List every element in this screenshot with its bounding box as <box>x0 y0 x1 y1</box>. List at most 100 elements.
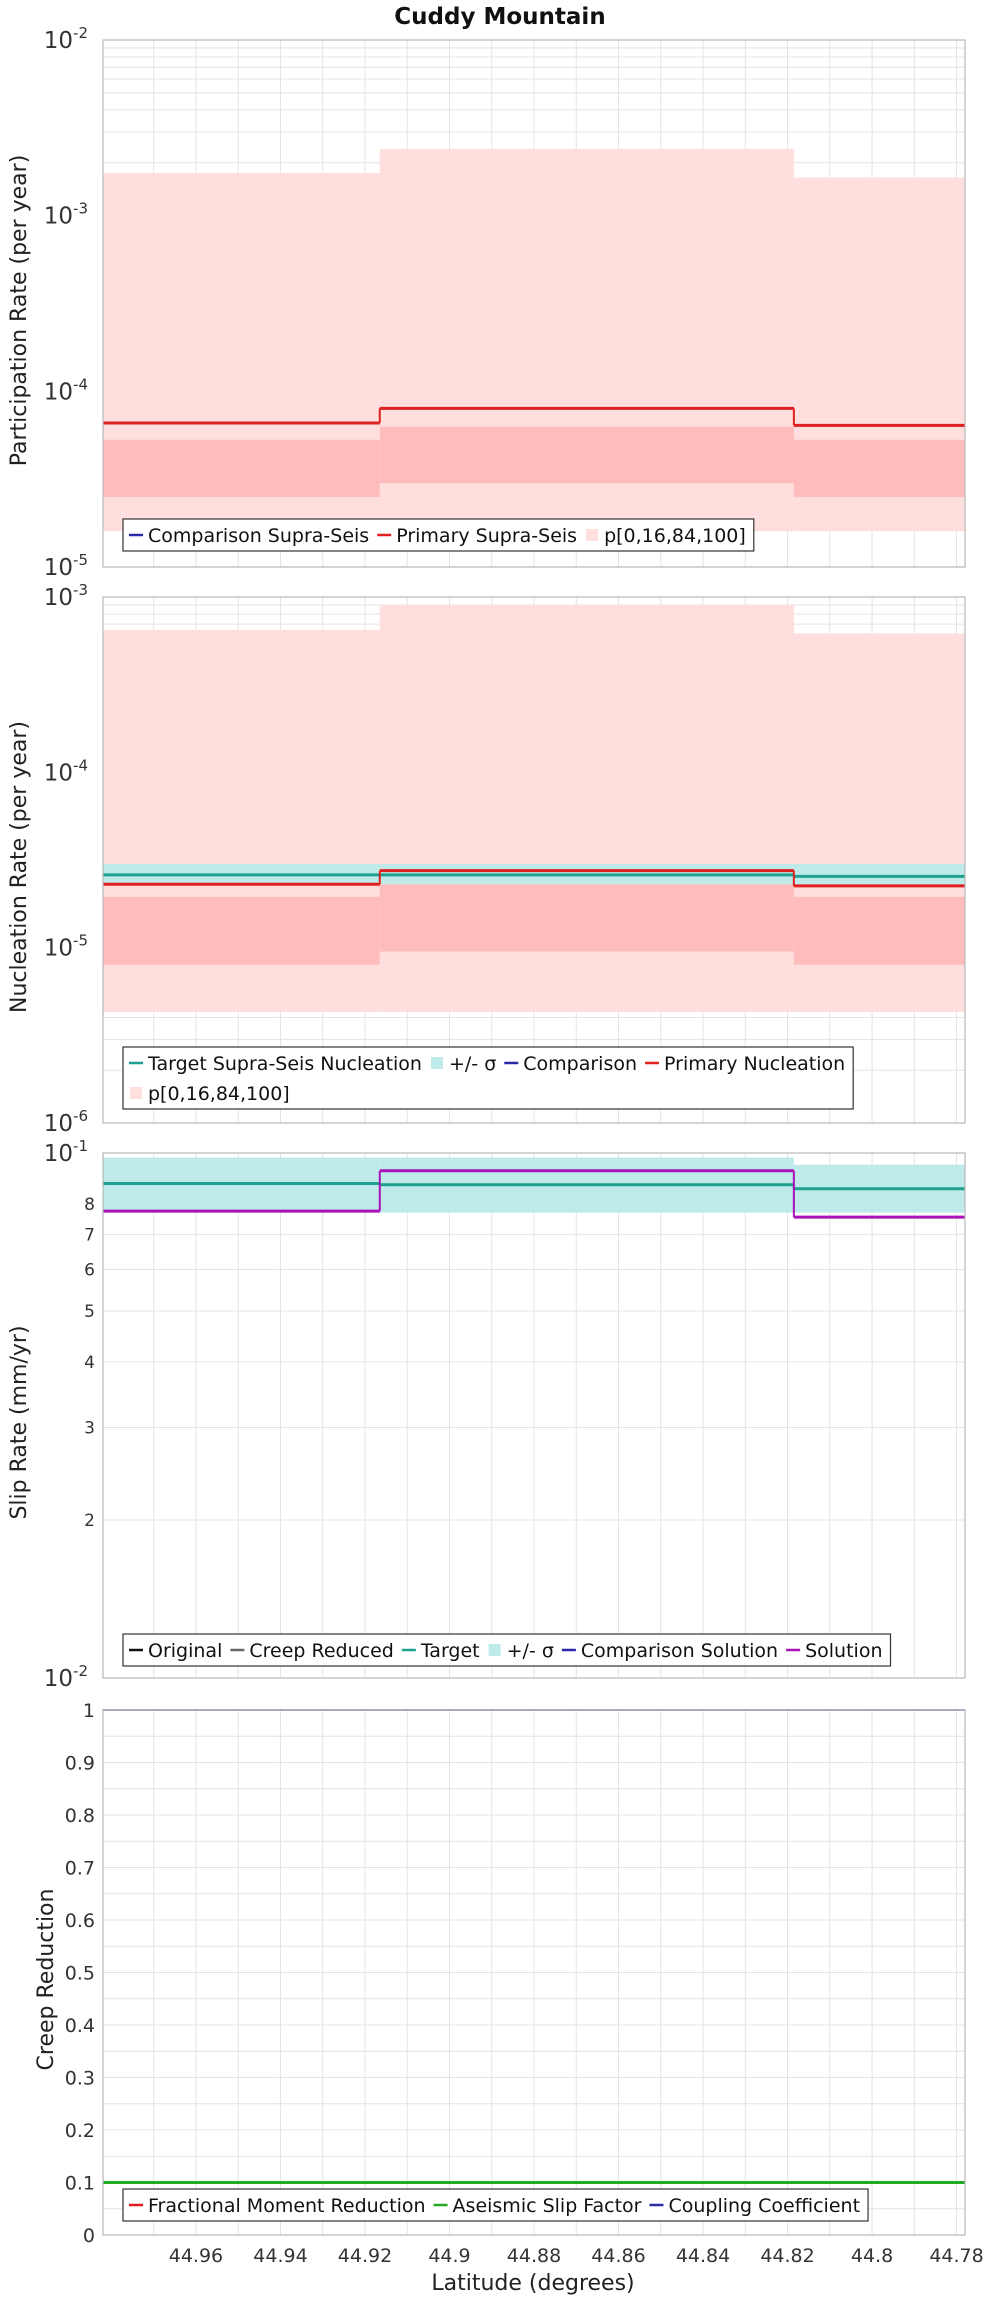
series-primary-nucleation <box>103 869 965 888</box>
x-tick-label: 44.82 <box>760 2245 814 2267</box>
legend-label: Aseismic Slip Factor <box>453 2195 642 2217</box>
y-axis-label: Participation Rate (per year) <box>7 155 32 467</box>
y-tick-label-minor: 8 <box>84 1195 95 1215</box>
legend-box <box>122 1046 854 1110</box>
legend-label: Creep Reduced <box>249 1640 393 1662</box>
y-tick-label: 10-4 <box>44 375 88 405</box>
y-tick-label-minor: 2 <box>84 1511 95 1531</box>
legend-label: Primary Nucleation <box>664 1053 845 1075</box>
y-tick-label-minor: 7 <box>84 1225 95 1245</box>
band-segment <box>103 1157 380 1213</box>
band-segment <box>379 426 794 484</box>
y-tick-label: 0.4 <box>65 2015 95 2037</box>
y-tick-label: 10-4 <box>44 756 88 786</box>
legend: Comparison Supra-Seis Primary Supra-Seis p… <box>122 518 755 552</box>
legend-label: Fractional Moment Reduction <box>148 2195 426 2217</box>
y-ticks: 10-5 10-4 10-3 10-2 <box>44 24 88 581</box>
y-tick-label: 10-2 <box>44 1662 88 1692</box>
y-ticks: 10-6 10-5 10-4 10-3 <box>44 581 88 1137</box>
grid <box>103 1709 965 2236</box>
x-tick-label: 44.9 <box>428 2245 470 2267</box>
panel-sliprate: 10-2 10-1 2 3 4 5 6 7 8 Slip Rate (mm/yr) Original… <box>7 1137 966 1692</box>
legend-label: Comparison Solution <box>581 1640 778 1662</box>
x-tick-label: 44.78 <box>929 2245 983 2267</box>
legend-label: +/- σ <box>507 1640 554 1662</box>
y-tick-label: 0.5 <box>65 1963 95 1985</box>
plot-frame <box>102 39 966 568</box>
y-tick-label-minor: 4 <box>84 1353 95 1373</box>
y-tick-label: 10-1 <box>44 1137 88 1167</box>
x-tick-label: 44.84 <box>676 2245 730 2267</box>
y-axis-label: Nucleation Rate (per year) <box>7 721 32 1013</box>
y-tick-label-minor: 5 <box>84 1302 95 1322</box>
legend-box <box>122 2188 869 2222</box>
band-segment <box>379 884 794 952</box>
y-axis-label: Slip Rate (mm/yr) <box>7 1325 32 1519</box>
x-tick-label: 44.92 <box>338 2245 392 2267</box>
plot-frame <box>102 1709 966 2236</box>
x-tick-label: 44.96 <box>169 2245 223 2267</box>
panel-nucleation: 10-6 10-5 10-4 10-3 Nucleation Rate (per yea… <box>7 581 966 1137</box>
y-tick-label: 0.3 <box>65 2068 95 2090</box>
x-axis-label: Latitude (degrees) <box>431 2271 634 2296</box>
y-tick-label: 1 <box>83 1700 95 1722</box>
y-tick-label: 10-5 <box>44 551 88 581</box>
band-segment <box>103 896 380 965</box>
band-segment <box>793 896 965 965</box>
y-tick-label: 0 <box>83 2225 95 2247</box>
legend: Original Creep Reduced Target +/- σ Comparis… <box>122 1633 892 1667</box>
legend-label: Solution <box>805 1640 882 1662</box>
legend-label: +/- σ <box>449 1053 496 1075</box>
legend-label: Comparison Supra-Seis <box>148 525 369 547</box>
y-axis-label: Creep Reduction <box>34 1889 59 2071</box>
series-target-supra-seis-nucleation <box>103 873 965 878</box>
y-tick-label-minor: 3 <box>84 1419 95 1439</box>
legend-swatch <box>430 1057 443 1069</box>
legend-box <box>122 518 755 552</box>
y-tick-label-minor: 6 <box>84 1260 95 1280</box>
legend-label: Target Supra-Seis Nucleation <box>147 1053 422 1075</box>
legend-swatch <box>488 1644 501 1656</box>
band-segment <box>793 864 965 885</box>
x-tick-label: 44.86 <box>591 2245 645 2267</box>
series-target <box>103 1181 965 1191</box>
panel-creep: 0 0.1 0.2 0.3 0.4 0.5 0.6 0.7 0.8 0.9 1 Creep Reduc… <box>34 1700 966 2247</box>
plot-frame <box>102 1152 966 1679</box>
y-tick-label: 0.9 <box>65 1753 95 1775</box>
band-segment <box>793 439 965 498</box>
legend-swatch <box>130 1087 142 1099</box>
legend-label: Original <box>148 1640 222 1662</box>
y-tick-label: 10-5 <box>44 932 88 962</box>
legend-label: p[0,16,84,100] <box>604 525 746 547</box>
x-tick-label: 44.94 <box>253 2245 307 2267</box>
y-tick-label: 10-2 <box>44 24 88 54</box>
y-tick-label: 0.7 <box>65 1858 95 1880</box>
legend: Fractional Moment Reduction Aseismic Slip… <box>122 2188 869 2222</box>
y-tick-label: 10-3 <box>44 200 88 230</box>
legend-label: Primary Supra-Seis <box>396 525 577 547</box>
plot-frame <box>102 596 966 1124</box>
chart-title: Cuddy Mountain <box>394 4 605 30</box>
y-ticks: 10-2 10-1 2 3 4 5 6 7 8 <box>44 1137 95 1692</box>
legend-swatch <box>586 529 599 541</box>
legend-box <box>122 1633 892 1667</box>
x-tick-label: 44.8 <box>851 2245 893 2267</box>
series-primary-supra-seis <box>103 406 965 427</box>
legend-label: p[0,16,84,100] <box>148 1083 290 1105</box>
x-tick-label: 44.88 <box>507 2245 561 2267</box>
y-tick-label: 0.2 <box>65 2120 95 2142</box>
series-solution <box>103 1169 965 1219</box>
x-ticks: 44.96 44.94 44.92 44.9 44.88 44.86 44.84 44.82 4… <box>169 2245 984 2267</box>
panel-participation: 10-5 10-4 10-3 10-2 Participation Rate (per … <box>7 24 966 581</box>
y-tick-label: 0.1 <box>65 2173 95 2195</box>
y-ticks: 0 0.1 0.2 0.3 0.4 0.5 0.6 0.7 0.8 0.9 1 <box>65 1700 95 2247</box>
legend-label: Coupling Coefficient <box>668 2195 860 2217</box>
legend: Target Supra-Seis Nucleation +/- σ Compari… <box>122 1046 854 1110</box>
legend-label: Target <box>420 1640 480 1662</box>
y-tick-label: 0.8 <box>65 1805 95 1827</box>
y-tick-label: 10-3 <box>44 581 88 611</box>
legend-label: Comparison <box>523 1053 637 1075</box>
y-tick-label: 10-6 <box>44 1107 88 1137</box>
band-segment <box>103 439 380 498</box>
